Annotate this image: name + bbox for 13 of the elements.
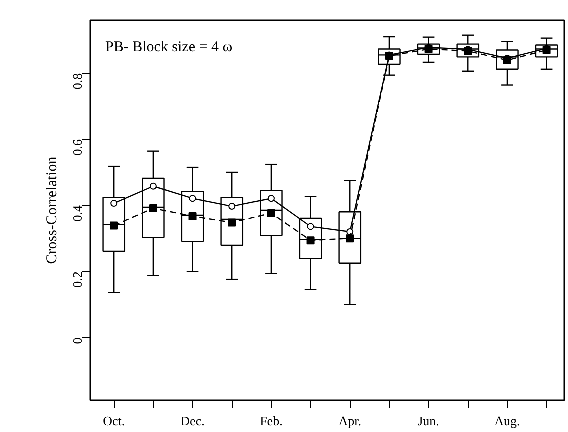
x-tick-label: Oct. [103, 414, 126, 428]
y-axis-title: Cross-Correlation [44, 156, 60, 264]
y-tick-label: 0 [70, 338, 85, 344]
x-tick-label: Aug. [494, 414, 520, 428]
annotation: PB- Block size = 4 ω [106, 40, 233, 56]
x-tick-label: Jun. [418, 414, 440, 428]
y-tick-label: 0.4 [70, 205, 85, 222]
y-tick-label: 0.6 [70, 138, 85, 156]
x-tick-label: Apr. [338, 414, 362, 428]
x-tick-label: Feb. [260, 414, 283, 428]
x-tick-label: Dec. [180, 414, 205, 428]
y-tick-label: 0.2 [70, 272, 85, 288]
y-tick-label: 0.8 [70, 73, 85, 90]
